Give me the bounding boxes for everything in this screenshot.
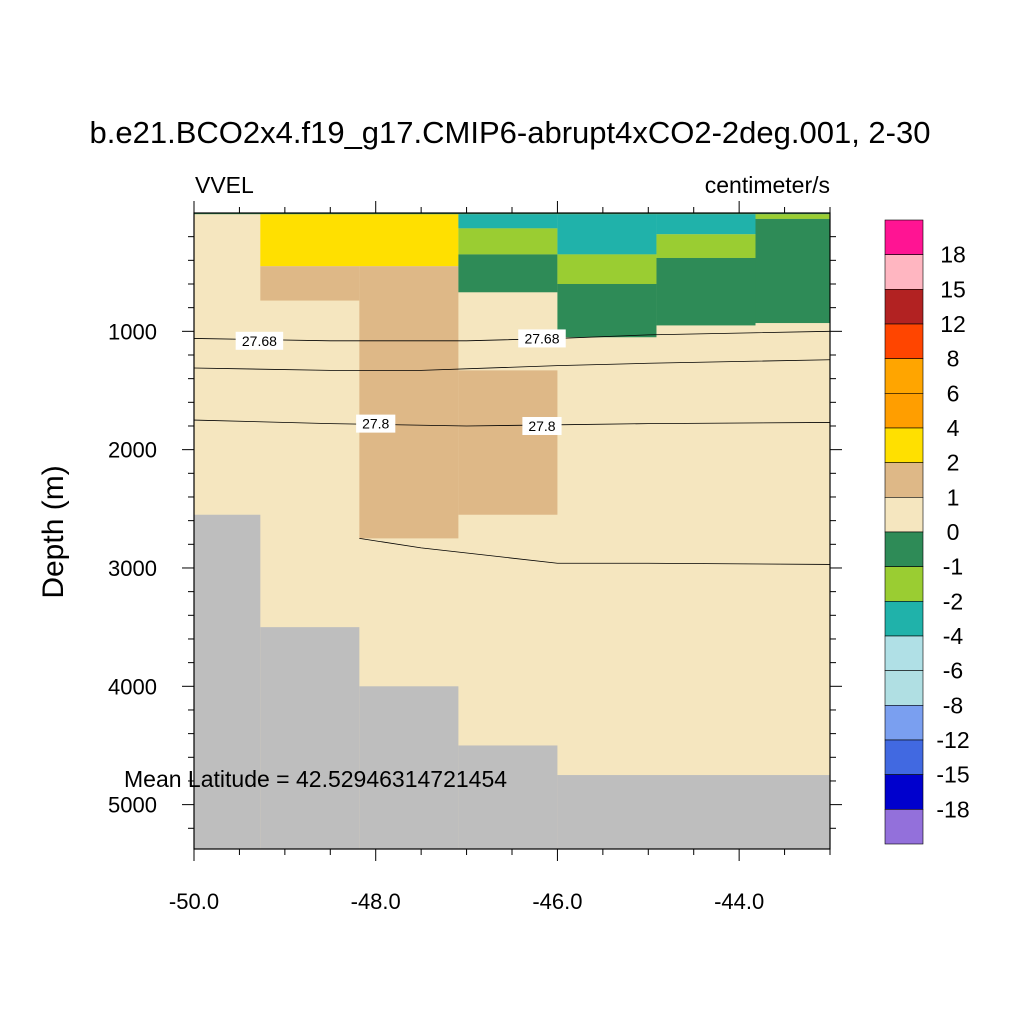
colorbar: 18 15 12 8 6 4 2 1 0 -1 -2 -4 -6 -8 -12 -15 -18: [884, 219, 970, 845]
contour-label: 27.68: [242, 333, 277, 349]
colorbar-swatch: [884, 462, 924, 498]
y-tick-label: 4000: [108, 674, 157, 699]
colorbar-swatch: [884, 739, 924, 775]
data-cell: [458, 370, 558, 515]
colorbar-label: 18: [940, 242, 966, 268]
y-tick-label: 2000: [108, 438, 157, 463]
colorbar-label: 15: [940, 276, 966, 302]
land-cell: [458, 745, 558, 849]
colorbar-swatch: [884, 809, 924, 845]
colorbar-label: 4: [947, 415, 960, 441]
colorbar-label: 12: [940, 311, 966, 337]
contour-line: [193, 419, 831, 427]
x-tick-label: -50.0: [169, 889, 219, 914]
land-mask: [194, 514, 830, 849]
colorbar-swatch: [884, 323, 924, 359]
colorbar-label: -1: [943, 554, 963, 580]
data-cell: [458, 214, 558, 229]
colorbar-swatch: [884, 358, 924, 394]
data-cell: [755, 218, 830, 324]
contour-label: 27.8: [528, 418, 555, 434]
chart-title: b.e21.BCO2x4.f19_g17.CMIP6-abrupt4xCO2-2…: [90, 115, 931, 150]
colorbar-swatch: [884, 670, 924, 706]
y-tick-label: 3000: [108, 556, 157, 581]
colorbar-label: -2: [943, 588, 963, 614]
colorbar-label: 6: [947, 380, 960, 406]
colorbar-swatch: [884, 254, 924, 290]
contour-label-box: [518, 329, 566, 348]
data-cell: [557, 254, 657, 284]
colorbar-swatch: [884, 497, 924, 533]
colorbar-swatch: [884, 531, 924, 567]
data-cell: [656, 234, 756, 258]
data-cell: [656, 257, 756, 326]
contour-line: [359, 537, 831, 565]
data-cell: [557, 283, 657, 338]
colorbar-label: 0: [947, 519, 960, 545]
y-axis: 1000 2000 3000 4000 5000: [108, 319, 157, 817]
colorbar-swatch: [884, 393, 924, 429]
data-cell: [458, 254, 558, 293]
colorbar-swatch: [884, 774, 924, 810]
data-cell: [656, 214, 756, 235]
x-tick-label: -44.0: [714, 889, 764, 914]
data-cell: [557, 214, 657, 255]
data-cell: [755, 214, 830, 219]
x-tick-label: -48.0: [351, 889, 401, 914]
contour-label: 27.68: [524, 330, 559, 346]
data-cell: [458, 228, 558, 255]
colorbar-swatch: [884, 427, 924, 463]
y-tick-label: 5000: [108, 793, 157, 818]
colorbar-label: -8: [943, 692, 963, 718]
colorbar-label: 1: [947, 484, 960, 510]
y-tick-label: 1000: [108, 319, 157, 344]
land-cell: [557, 775, 830, 849]
colorbar-swatch: [884, 601, 924, 637]
axis-ticks: [182, 201, 842, 861]
data-cell: [359, 266, 459, 539]
colorbar-label: -18: [936, 796, 969, 822]
x-axis: -50.0 -48.0 -46.0 -44.0: [169, 889, 764, 914]
contour-line: [193, 330, 831, 342]
contour-label-box: [235, 331, 284, 350]
colorbar-swatch: [884, 705, 924, 741]
colorbar-label: -4: [943, 623, 964, 649]
y-axis-label: Depth (m): [37, 465, 70, 598]
right-string: centimeter/s: [705, 172, 830, 198]
land-cell: [359, 686, 459, 849]
land-cell: [260, 627, 360, 849]
colorbar-label: -12: [936, 727, 969, 753]
colorbar-swatch: [884, 219, 924, 255]
colorbar-label: -6: [943, 658, 963, 684]
contour-label: 27.8: [362, 416, 389, 432]
colorbar-label: -15: [936, 762, 969, 788]
contour-line: [193, 359, 831, 371]
mean-latitude-annotation: Mean Latitude = 42.52946314721454: [124, 766, 507, 792]
contour-label-box: [356, 414, 396, 433]
colorbar-label: 2: [947, 450, 960, 476]
density-contours: 27.68 27.68 27.8 27.8: [193, 329, 831, 565]
data-cell: [260, 214, 459, 267]
data-cell: [260, 266, 360, 301]
colorbar-swatch: [884, 566, 924, 602]
contour-label-box: [522, 416, 562, 435]
colorbar-swatch: [884, 289, 924, 325]
colorbar-label: 8: [947, 346, 960, 372]
x-tick-label: -46.0: [532, 889, 582, 914]
colorbar-swatch: [884, 635, 924, 671]
left-string: VVEL: [195, 172, 254, 198]
land-cell: [194, 514, 261, 849]
